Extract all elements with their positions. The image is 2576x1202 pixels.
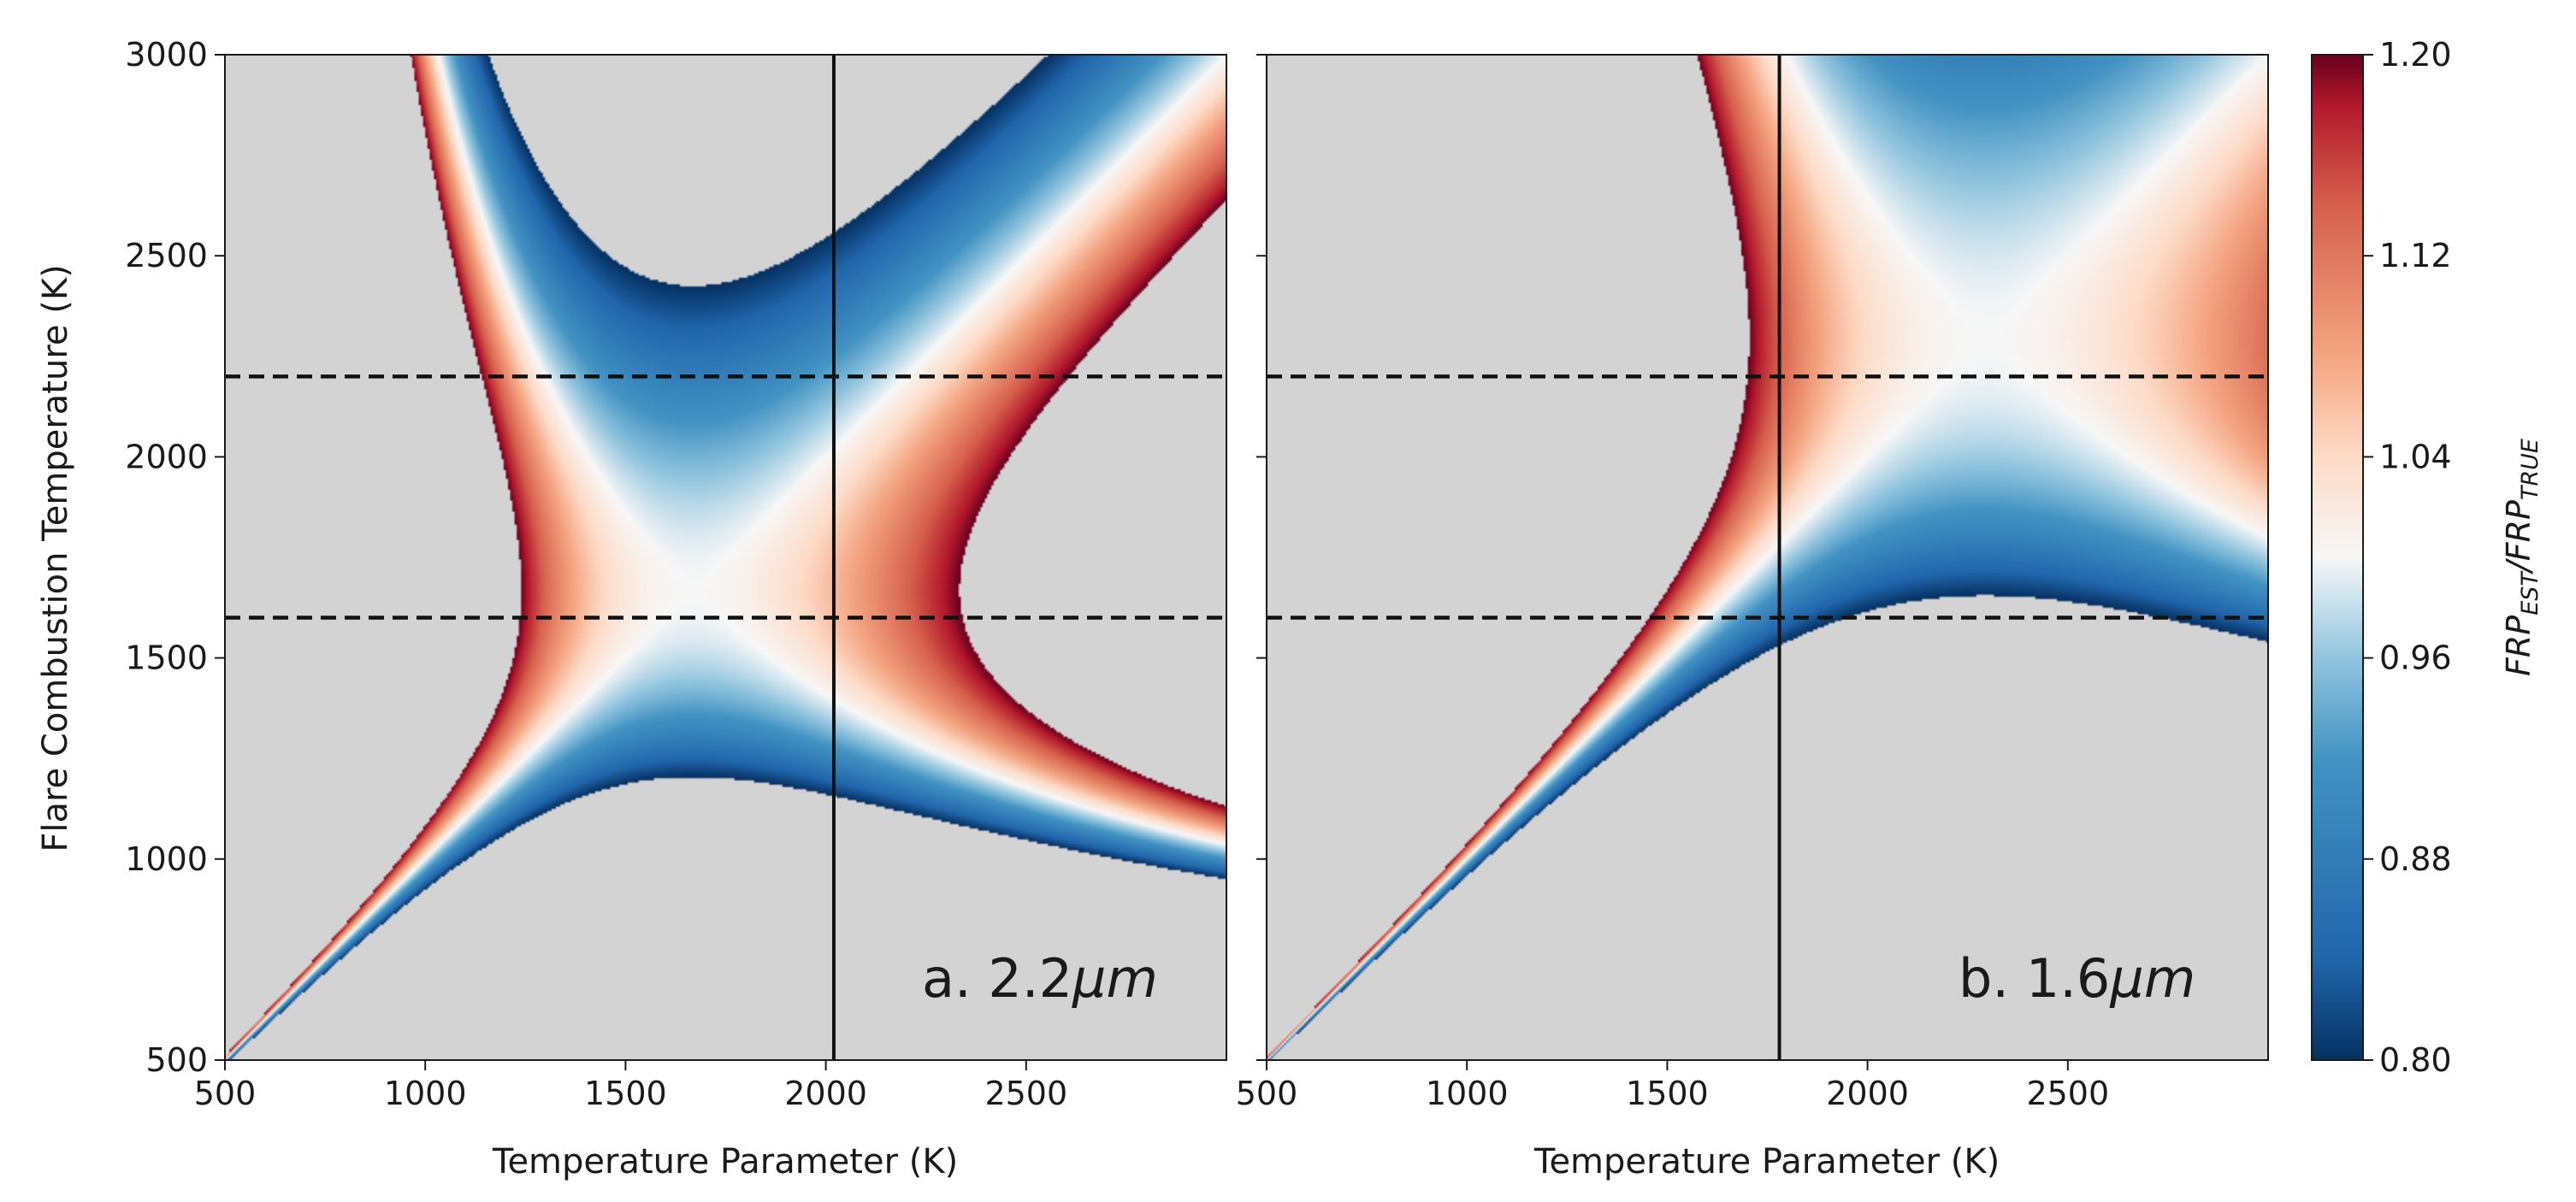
panel-a-x-tick-label: 2500 (984, 1075, 1067, 1112)
colorbar-tick-label: 1.20 (2379, 36, 2452, 74)
colorbar-title-frp-true: FRP (2500, 500, 2538, 561)
panel-a-guides (225, 55, 1226, 1060)
panel-a-x-tick-labels: 500 1000 1500 2000 2500 (194, 1075, 1067, 1112)
panel-a-label-text: a. 2.2 (922, 947, 1072, 1010)
colorbar-tick-label: 0.80 (2379, 1041, 2452, 1079)
panel-b-x-tick-labels: 500 1000 1500 2000 2500 (1236, 1075, 2109, 1112)
panel-a: 500 1000 1500 2000 2500 500 1000 1500 2000 2500 3… (125, 36, 1227, 1181)
panel-b-x-tick-label: 1500 (1626, 1075, 1709, 1112)
panel-b-guides (1267, 55, 2268, 1060)
panel-a-heatmap (225, 55, 1226, 1060)
panel-a-y-tick-label: 2500 (125, 237, 208, 274)
panel-b-heatmap (1267, 55, 2268, 1060)
panel-a-x-axis-title: Temperature Parameter (K) (492, 1142, 958, 1181)
panel-b-label-text: b. 1.6 (1959, 947, 2110, 1010)
panel-a-y-tick-label: 1000 (125, 840, 208, 878)
panel-a-x-tick-label: 2000 (784, 1075, 867, 1112)
panel-b: 500 1000 1500 2000 2500 b. 1.6μm Temperature… (1236, 54, 2269, 1181)
panel-b-x-tick-label: 1000 (1426, 1075, 1509, 1112)
panel-b-x-axis-title: Temperature Parameter (K) (1533, 1142, 2000, 1181)
panel-b-x-tick-label: 2000 (1826, 1075, 1909, 1112)
colorbar-title-sep: / (2500, 557, 2538, 574)
panel-a-x-tick-label: 1500 (584, 1075, 667, 1112)
panel-b-label: b. 1.6μm (1959, 947, 2195, 1010)
panel-a-label-unit: μm (1072, 947, 1158, 1010)
panel-b-ticks (1256, 54, 2069, 1070)
colorbar-tick-label: 0.96 (2379, 639, 2452, 677)
colorbar-tick-label: 1.04 (2379, 438, 2452, 475)
panel-b-x-tick-label: 2500 (2026, 1075, 2109, 1112)
panel-b-frame (1266, 54, 2269, 1061)
panel-a-y-tick-labels: 500 1000 1500 2000 2500 3000 (125, 36, 208, 1079)
colorbar-tick-label: 1.12 (2379, 237, 2452, 274)
colorbar-title-true-sub: TRUE (2517, 439, 2544, 500)
panel-a-x-tick-label: 1000 (384, 1075, 467, 1112)
panel-a-label: a. 2.2μm (922, 947, 1158, 1010)
colorbar-ticks: 1.20 1.12 1.04 0.96 0.88 0.80 (2363, 36, 2452, 1079)
colorbar-gradient (2311, 54, 2364, 1061)
panel-a-y-tick-label: 500 (145, 1041, 208, 1079)
colorbar-tick-label: 0.88 (2379, 840, 2452, 878)
panel-a-y-tick-label: 2000 (125, 438, 208, 475)
colorbar-title: FRPEST/FRPTRUE (2500, 439, 2544, 676)
panel-b-label-unit: μm (2109, 947, 2195, 1010)
colorbar-title-frp-est: FRP (2500, 616, 2538, 676)
colorbar: 1.201.121.040.960.880.80 FRPEST/FRPTRUE (2311, 36, 2544, 1079)
panel-a-frame (224, 54, 1227, 1061)
panel-a-y-tick-label: 1500 (125, 639, 208, 677)
panel-b-x-tick-label: 500 (1236, 1075, 1298, 1112)
panel-a-y-tick-label: 3000 (125, 36, 208, 74)
panel-a-x-tick-label: 500 (194, 1075, 257, 1112)
panel-a-ticks (215, 54, 1027, 1070)
y-axis-title: Flare Combustion Temperature (K) (36, 264, 75, 851)
colorbar-title-est-sub: EST (2517, 570, 2544, 616)
